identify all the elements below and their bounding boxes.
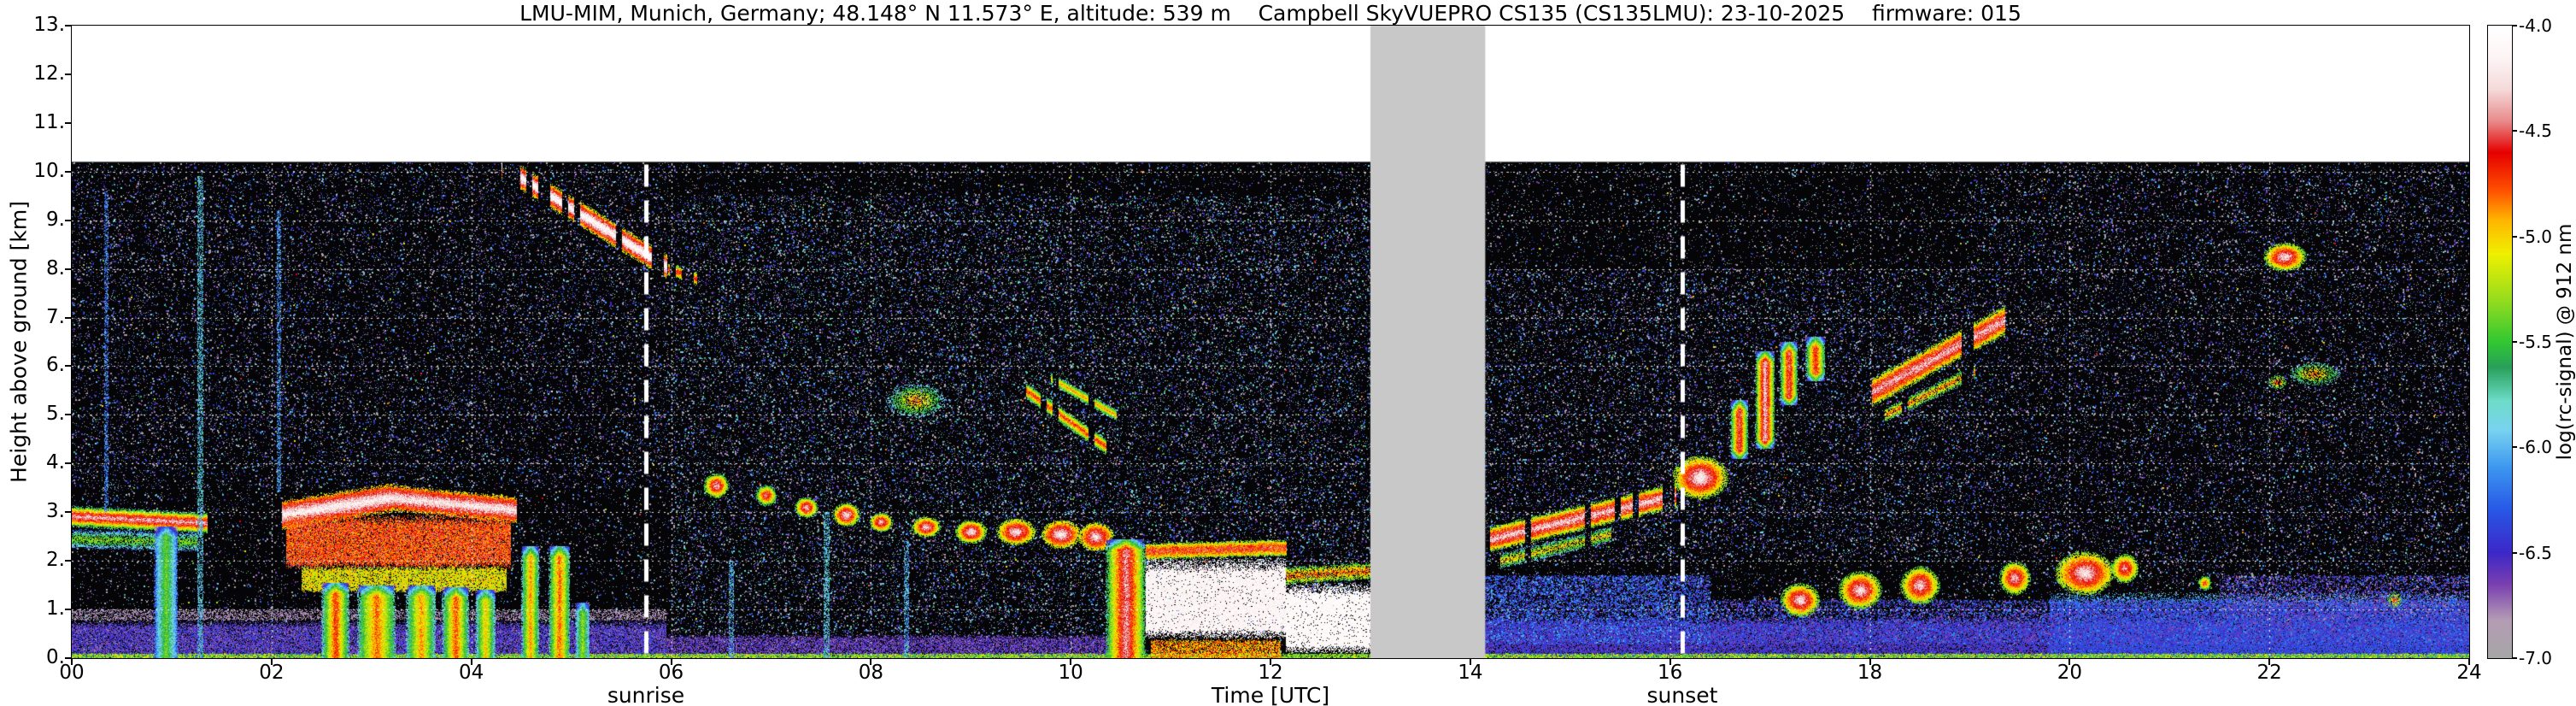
y-tick-label: 2.	[0, 549, 65, 571]
x-tick-mark	[870, 659, 871, 665]
x-tick-mark	[1270, 659, 1271, 665]
y-tick-label: 1.	[0, 597, 65, 620]
x-tick-mark	[471, 659, 472, 665]
x-tick-mark	[1869, 659, 1871, 665]
y-tick-mark	[65, 462, 71, 464]
x-tick-mark	[71, 659, 73, 665]
colorbar-tick-label: -4.0	[2519, 15, 2552, 36]
y-tick-mark	[65, 317, 71, 319]
y-tick-label: 5.	[0, 403, 65, 425]
y-tick-mark	[65, 74, 71, 75]
y-tick-mark	[65, 560, 71, 562]
colorbar-tick-label: -6.5	[2519, 543, 2552, 563]
y-tick-mark	[65, 414, 71, 415]
y-tick-label: 4.	[0, 451, 65, 474]
x-tick-mark	[2468, 659, 2470, 665]
colorbar-tick-mark	[2512, 341, 2517, 343]
y-tick-label: 13.	[0, 14, 65, 36]
colorbar-gradient-canvas	[2488, 26, 2512, 658]
y-tick-label: 10.	[0, 160, 65, 182]
y-tick-mark	[65, 609, 71, 610]
colorbar-tick-label: -6.0	[2519, 437, 2552, 457]
y-tick-label: 8.	[0, 257, 65, 279]
y-tick-mark	[65, 268, 71, 270]
y-tick-label: 11.	[0, 111, 65, 133]
heatmap-canvas	[72, 26, 2469, 658]
colorbar	[2487, 25, 2513, 659]
colorbar-tick-label: -4.5	[2519, 121, 2552, 141]
colorbar-tick-label: -5.5	[2519, 332, 2552, 352]
x-tick-mark	[2068, 659, 2070, 665]
x-tick-mark	[1070, 659, 1071, 665]
y-tick-label: 3.	[0, 500, 65, 522]
colorbar-tick-mark	[2512, 25, 2517, 26]
colorbar-tick-label: -7.0	[2519, 648, 2552, 668]
y-tick-mark	[65, 511, 71, 513]
colorbar-tick-mark	[2512, 446, 2517, 448]
x-tick-mark	[1470, 659, 1471, 665]
x-axis-label: Time [UTC]	[1168, 683, 1373, 706]
y-tick-label: 9.	[0, 209, 65, 231]
y-tick-mark	[65, 657, 71, 659]
ceilometer-quicklook: LMU-MIM, Munich, Germany; 48.148° N 11.5…	[0, 0, 2576, 706]
plot-area	[71, 25, 2470, 659]
y-tick-label: 12.	[0, 62, 65, 85]
y-tick-mark	[65, 122, 71, 124]
sunset-annotation: sunset	[1614, 683, 1751, 706]
plot-title: LMU-MIM, Munich, Germany; 48.148° N 11.5…	[72, 1, 2469, 26]
colorbar-label: log(rc-signal) @ 912 nm	[2554, 224, 2576, 461]
y-tick-mark	[65, 171, 71, 173]
sunrise-annotation: sunrise	[578, 683, 714, 706]
x-tick-mark	[2268, 659, 2270, 665]
y-tick-label: 7.	[0, 306, 65, 328]
colorbar-tick-mark	[2512, 657, 2517, 659]
x-tick-mark	[271, 659, 273, 665]
colorbar-tick-mark	[2512, 130, 2517, 132]
x-tick-mark	[671, 659, 672, 665]
colorbar-tick-label: -5.0	[2519, 227, 2552, 247]
y-tick-mark	[65, 365, 71, 367]
y-tick-mark	[65, 25, 71, 26]
colorbar-tick-mark	[2512, 236, 2517, 238]
y-axis-label: Height above ground [km]	[7, 201, 32, 483]
y-tick-label: 6.	[0, 354, 65, 376]
x-tick-mark	[1669, 659, 1671, 665]
y-tick-mark	[65, 220, 71, 221]
colorbar-tick-mark	[2512, 552, 2517, 554]
